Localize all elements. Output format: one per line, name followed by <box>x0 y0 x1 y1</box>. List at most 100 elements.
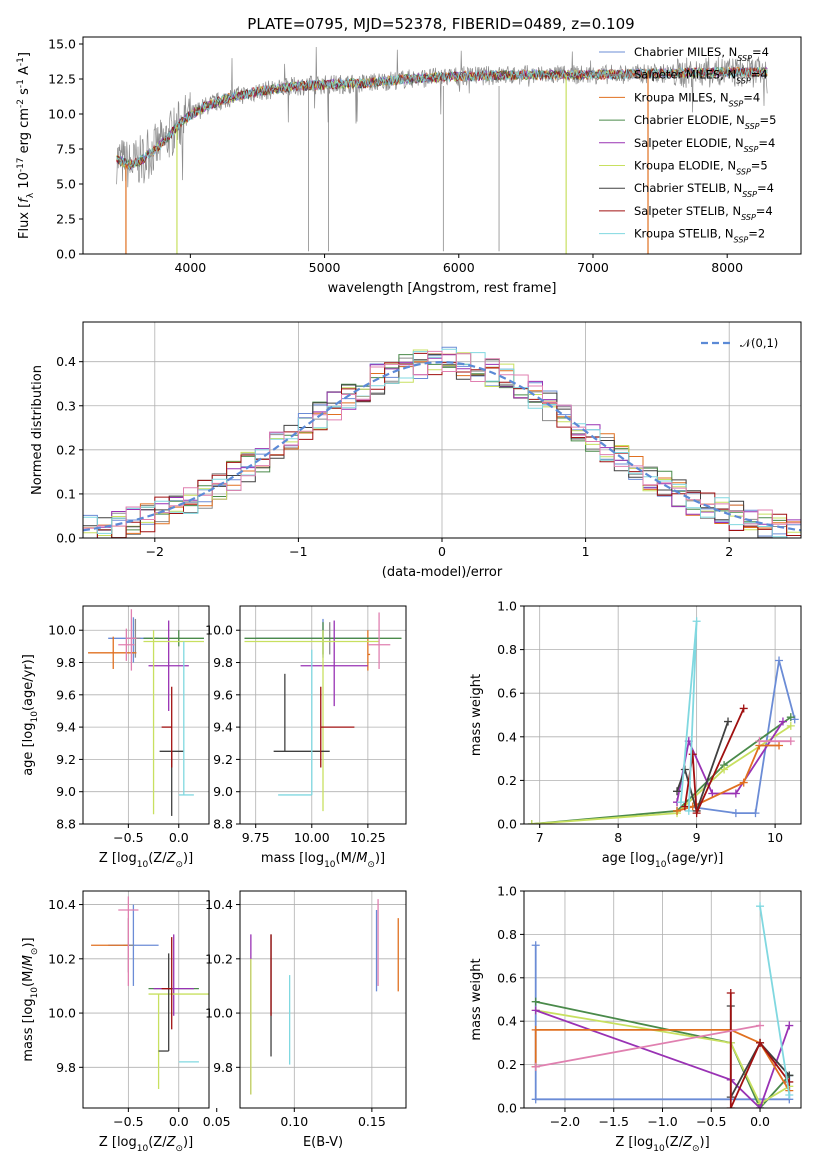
plus-marker <box>692 809 701 818</box>
error-point-9 <box>126 609 137 671</box>
label-part: Normed distribution <box>30 365 45 495</box>
model-spectrum-7 <box>116 67 768 170</box>
plus-marker <box>755 737 764 746</box>
error-point-7 <box>320 686 355 768</box>
label-part: Z [ <box>99 1135 117 1150</box>
y-tick-label: 12.5 <box>48 72 76 87</box>
label-part: f <box>17 196 32 203</box>
y-tick-label: 10.0 <box>205 1006 233 1021</box>
label-sub: 10 <box>324 860 336 870</box>
label-part: log <box>117 851 137 866</box>
label-sub: 10 <box>30 987 40 999</box>
legend-text: Kroupa ELODIE, N <box>634 159 736 173</box>
label-sub: ⊙ <box>175 860 183 870</box>
label-part: Z <box>166 851 177 866</box>
label-part: wavelength [Angstrom, rest frame] <box>328 281 557 296</box>
error-point-5 <box>143 630 204 815</box>
x-tick-label: 7 <box>536 830 544 845</box>
legend-tail: =5 <box>760 113 777 127</box>
x-tick-label: 7000 <box>577 260 609 275</box>
x-tick-label: 10.25 <box>350 830 386 845</box>
y-tick-label: 1.0 <box>497 884 517 899</box>
y-tick-label: 0.2 <box>497 773 517 788</box>
label-part: Z <box>166 1135 177 1150</box>
legend-text: Kroupa STELIB, N <box>634 227 734 241</box>
legend-tail: =4 <box>758 136 775 150</box>
label-sup: -1 <box>16 79 26 88</box>
label-part: log <box>21 723 36 743</box>
y-tick-label: 9.6 <box>213 687 233 702</box>
plus-marker <box>775 741 784 750</box>
legend-tail: =4 <box>752 45 769 59</box>
plus-marker <box>756 1021 765 1030</box>
label-part: mass [ <box>21 1018 36 1061</box>
label-part: erg <box>17 128 32 158</box>
y-axis-label: Normed distribution <box>30 365 45 495</box>
legend-label: Salpeter MILES, NSSP=4 <box>634 68 768 86</box>
plus-marker <box>775 656 784 665</box>
y-tick-label: 0.2 <box>56 442 76 457</box>
axes-frame <box>82 605 210 825</box>
plot-area <box>83 606 209 824</box>
error-point-2 <box>367 630 371 671</box>
figure-title: PLATE=0795, MJD=52378, FIBERID=0489, z=0… <box>247 15 634 33</box>
label-part: Z <box>682 1135 693 1150</box>
panel-3: 9.75 10.00 10.25 8.8 9.0 9.2 9.4 9.6 9.8 10.0 mass… <box>205 605 407 870</box>
plus-marker <box>786 737 795 746</box>
legend-sub: SSP <box>741 212 756 221</box>
plus-marker <box>726 1104 735 1108</box>
plus-marker <box>756 902 765 911</box>
legend-sub: SSP <box>737 54 752 63</box>
legend-label: 𝒩(0,1) <box>740 336 778 350</box>
y-tick-label: 10.2 <box>205 951 233 966</box>
label-part: log <box>21 998 36 1018</box>
error-point-6 <box>158 953 170 1052</box>
error-point-2 <box>88 636 137 669</box>
panel-2: −0.5 0.08.89.09.29.49.69.810.0Z [log10(Z/… <box>21 605 210 870</box>
plus-marker <box>708 789 717 798</box>
error-point-10 <box>118 628 135 661</box>
axes-frame <box>82 890 210 1109</box>
y-tick-label: 8.8 <box>213 817 233 832</box>
y-axis-label: mass weight <box>469 958 484 1040</box>
x-tick-label: 8 <box>614 830 622 845</box>
label-part: s <box>17 88 32 95</box>
legend-label: Kroupa STELIB, NSSP=2 <box>634 227 765 245</box>
label-part: age [ <box>602 851 635 866</box>
label-sub: 10 <box>137 860 149 870</box>
weight-series-7 <box>759 906 791 1096</box>
x-tick-label: −2 <box>146 544 164 559</box>
legend-sub: SSP <box>736 167 751 176</box>
y-tick-label: 2.5 <box>56 212 76 227</box>
label-sub: 10 <box>30 711 40 723</box>
label-sup: -1 <box>16 57 26 66</box>
plus-marker <box>688 750 697 759</box>
plus-marker <box>724 717 733 726</box>
label-part: Flux [ <box>17 203 32 239</box>
label-sub: ⊙ <box>692 1144 700 1154</box>
y-tick-label: 5.0 <box>56 177 76 192</box>
label-sub: 10 <box>655 860 667 870</box>
label-part: log <box>635 851 655 866</box>
plus-marker <box>531 1095 540 1104</box>
label-sub: ⊙ <box>30 948 40 956</box>
y-tick-label: 9.2 <box>213 752 233 767</box>
label-part: cm <box>17 108 32 128</box>
legend-label: Chabrier ELODIE, NSSP=5 <box>634 113 776 131</box>
label-part: A <box>17 66 32 75</box>
x-tick-label: −0.5 <box>113 830 143 845</box>
panel-0: 4000 5000 6000 7000 8000 0.0 2.5 5.0 7.5 10.0 12.5… <box>16 36 802 296</box>
y-tick-label: 10.0 <box>48 1006 76 1021</box>
label-sub: 10 <box>653 1144 665 1154</box>
legend-label: Salpeter ELODIE, NSSP=4 <box>634 136 775 154</box>
x-axis-label: Z [log10(Z/Z⊙)] <box>99 851 193 870</box>
y-tick-label: 0.8 <box>497 927 517 942</box>
y-axis-label: mass [log10(M/M⊙)] <box>21 937 40 1061</box>
plot-area <box>524 606 801 824</box>
label-part: (M/ <box>336 851 357 866</box>
x-tick-label: 6000 <box>443 260 475 275</box>
plus-marker <box>731 789 740 798</box>
label-sub: λ <box>26 192 36 198</box>
y-tick-label: 10.0 <box>48 107 76 122</box>
